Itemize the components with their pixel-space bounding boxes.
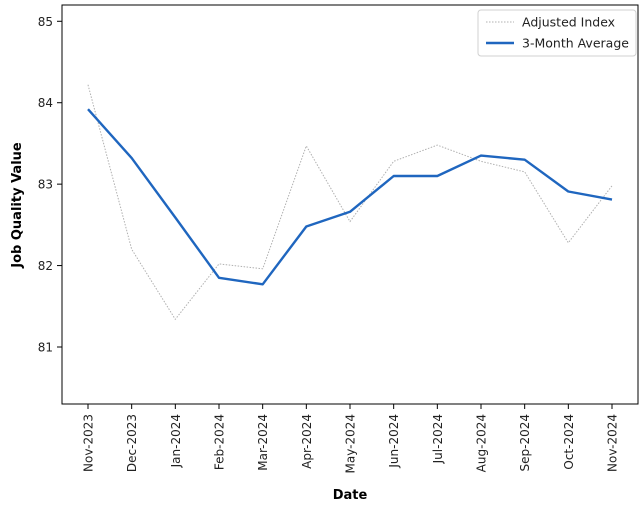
legend-label-3-month-average: 3-Month Average (522, 36, 629, 51)
y-tick-label-81: 81 (38, 341, 53, 355)
x-tick-label-aug-2024: Aug-2024 (475, 414, 489, 472)
y-axis: 81 82 83 84 85 (38, 15, 62, 355)
x-tick-label-mar-2024: Mar-2024 (256, 414, 270, 471)
legend: Adjusted Index 3-Month Average (477, 9, 637, 57)
x-tick-label-jul-2024: Jul-2024 (431, 414, 445, 464)
x-tick-label-apr-2024: Apr-2024 (300, 414, 314, 469)
x-tick-label-jan-2024: Jan-2024 (169, 414, 183, 468)
plot-frame (61, 4, 639, 405)
x-axis-title: Date (333, 488, 368, 503)
x-tick-label-nov-2023: Nov-2023 (82, 414, 96, 472)
x-tick-label-sep-2024: Sep-2024 (518, 414, 532, 472)
x-tick-label-nov-2024: Nov-2024 (606, 414, 620, 472)
series-group (87, 84, 613, 320)
y-tick-label-84: 84 (38, 96, 53, 110)
y-axis-title: Job Quality Value (10, 142, 25, 269)
y-tick-label-82: 82 (38, 259, 53, 273)
x-tick-label-feb-2024: Feb-2024 (213, 414, 227, 470)
y-tick-label-83: 83 (38, 178, 53, 192)
series-line-3-month-average (87, 108, 613, 286)
legend-box (477, 9, 637, 57)
x-tick-label-dec-2023: Dec-2023 (125, 414, 139, 472)
x-axis: Nov-2023 Dec-2023 Jan-2024 Feb-2024 Mar-2024… (82, 404, 620, 473)
series-line-adjusted-index (87, 84, 613, 320)
x-tick-label-may-2024: May-2024 (344, 414, 358, 473)
legend-label-adjusted-index: Adjusted Index (522, 15, 615, 30)
x-tick-label-jun-2024: Jun-2024 (387, 414, 401, 469)
x-tick-label-oct-2024: Oct-2024 (562, 414, 576, 470)
y-tick-label-85: 85 (38, 15, 53, 29)
